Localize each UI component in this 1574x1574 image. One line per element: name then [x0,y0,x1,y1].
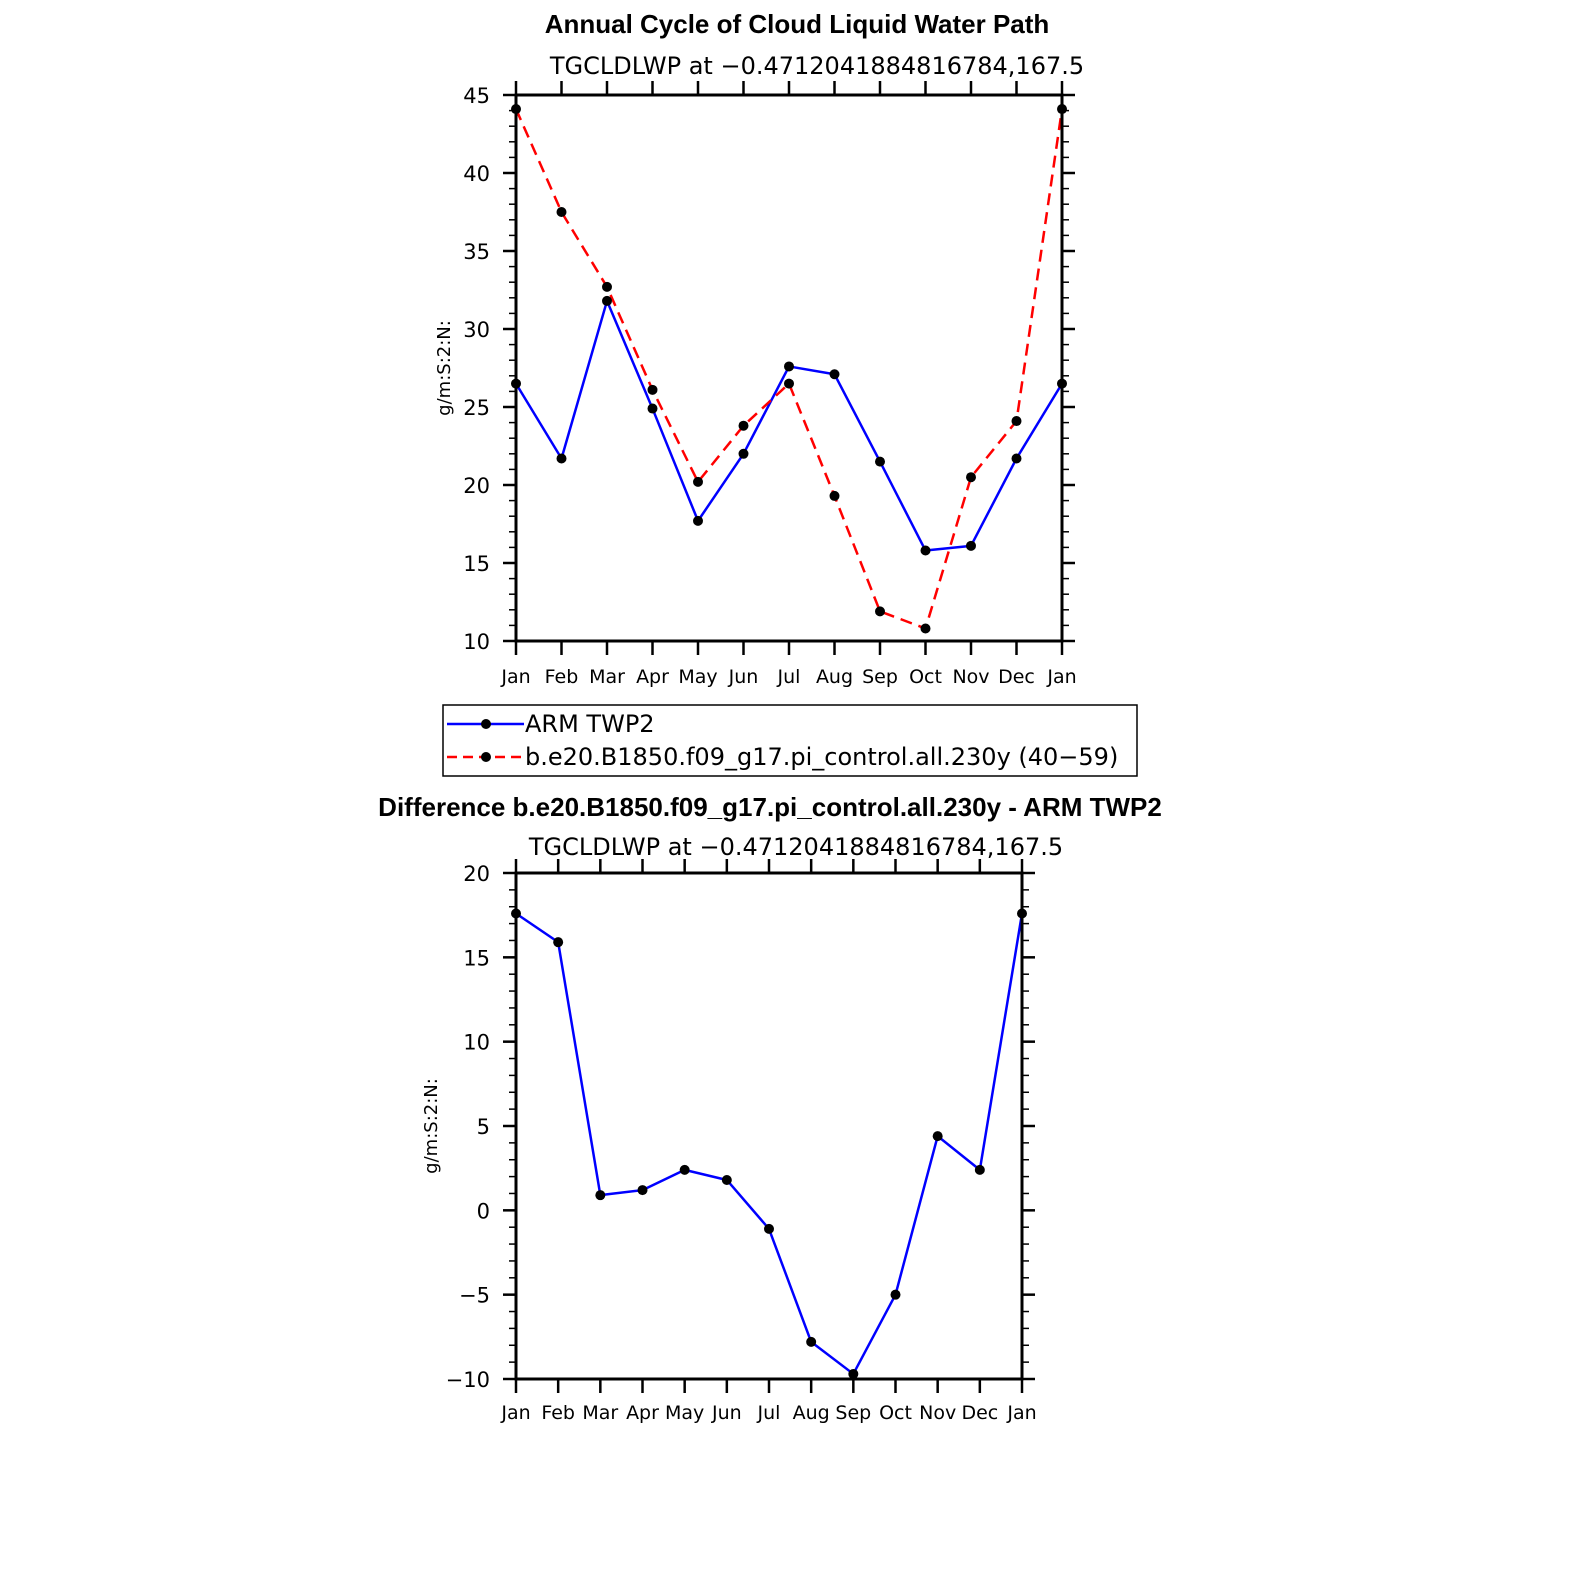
y-tick-label: 5 [477,1115,490,1139]
data-point-0 [829,369,840,380]
plot-frame [514,93,1064,643]
data-point-1 [966,472,976,483]
plot-area: −10 −5 0 5 10 15 20 Jan Feb Mar Apr May Jun Jul Aug Sep… [446,859,1037,1424]
data-point-0 [721,1174,732,1185]
x-tick-label: Oct [879,1402,912,1424]
data-point-0 [920,545,931,556]
x-tick-label: Dec [961,1402,998,1424]
x-tick-label: Jan [500,1402,530,1424]
data-point-0 [848,1368,859,1379]
data-point-0 [890,1289,901,1300]
series-line-0 [515,912,1024,1376]
x-tick-label: Oct [909,666,942,688]
y-tick-label: 15 [463,552,490,576]
data-point-1 [556,207,567,217]
y-tick-label: 45 [463,84,490,108]
data-point-0 [556,453,567,464]
x-tick-label: Jul [777,666,801,688]
y-tick-label: −5 [459,1284,490,1308]
y-tick-label: 40 [463,162,490,186]
plot-frame [514,871,1024,1381]
y-tick-label: −10 [446,1368,490,1392]
y-tick-label: 20 [463,474,490,498]
chart-subtitle: TGCLDLWP at −0.4712041884816784,167.5 [528,833,1063,861]
x-tick-label: Jan [500,666,530,688]
data-point-0 [784,361,794,372]
x-tick-label: Mar [589,666,625,688]
data-point-0 [764,1223,774,1234]
x-tick-label: Jan [1006,1402,1036,1424]
x-tick-label: Jun [728,666,759,688]
data-point-1 [829,490,840,501]
x-tick-label: May [678,666,717,688]
data-point-1 [784,378,794,389]
x-tick-label: Dec [998,666,1035,688]
data-point-0 [595,1190,606,1201]
legend-label-model: b.e20.B1850.f09_g17.pi_control.all.230y … [525,743,1118,771]
x-tick-label: Feb [541,1402,575,1424]
data-point-1 [602,281,612,292]
legend: ARM TWP2 b.e20.B1850.f09_g17.pi_control.… [442,704,1138,777]
data-point-0 [637,1185,648,1196]
y-tick-label: 0 [477,1199,490,1223]
y-tick-label: 20 [463,862,490,886]
data-point-1 [647,384,658,395]
x-tick-label: Jun [711,1402,742,1424]
legend-box [442,704,1138,777]
x-tick-label: Apr [626,1402,659,1424]
data-point-0 [875,456,885,467]
x-tick-label: Nov [919,1402,956,1424]
legend-label-arm: ARM TWP2 [525,710,655,738]
annual-cycle-panel: Annual Cycle of Cloud Liquid Water Path … [434,9,1138,777]
data-point-1 [693,476,703,487]
data-point-0 [602,295,612,306]
legend-marker-arm [481,719,491,729]
y-axis-label: g/m:S:2:N: [434,320,455,416]
data-point-0 [966,540,976,551]
data-point-0 [679,1164,690,1175]
x-tick-label: Sep [835,1402,871,1424]
data-point-1 [920,623,931,634]
chart-title: Annual Cycle of Cloud Liquid Water Path [545,9,1050,39]
x-tick-label: May [665,1402,704,1424]
y-tick-label: 10 [463,1031,490,1055]
y-axis-label: g/m:S:2:N: [421,1078,442,1174]
x-tick-label: Feb [545,666,579,688]
chart-title: Difference b.e20.B1850.f09_g17.pi_contro… [378,792,1162,822]
data-point-0 [974,1164,985,1175]
data-point-1 [1011,416,1022,427]
data-point-0 [647,403,658,414]
data-point-0 [932,1131,943,1142]
x-tick-label: Sep [862,666,898,688]
data-point-0 [738,448,749,459]
data-point-1 [875,606,885,617]
series-line-0 [514,299,1064,552]
x-tick-label: Mar [582,1402,618,1424]
x-tick-label: Nov [952,666,989,688]
y-tick-label: 15 [463,946,490,970]
data-point-0 [693,515,703,526]
data-point-1 [738,420,749,431]
data-point-0 [806,1336,817,1347]
y-tick-label: 35 [463,240,490,264]
chart-subtitle: TGCLDLWP at −0.4712041884816784,167.5 [549,52,1084,80]
legend-marker-model [481,752,491,762]
y-tick-label: 30 [463,318,490,342]
data-point-0 [1011,453,1022,464]
y-tick-label: 10 [463,630,490,654]
x-tick-label: Jan [1046,666,1076,688]
x-tick-label: Apr [636,666,669,688]
difference-panel: Difference b.e20.B1850.f09_g17.pi_contro… [378,792,1162,1424]
x-tick-label: Aug [793,1402,830,1424]
x-tick-label: Aug [816,666,853,688]
y-tick-label: 25 [463,396,490,420]
x-tick-label: Jul [757,1402,781,1424]
data-point-0 [553,937,564,948]
plot-area: 10 15 20 25 30 35 40 45 Jan Feb Mar Apr May Jun Jul Aug… [463,81,1077,688]
